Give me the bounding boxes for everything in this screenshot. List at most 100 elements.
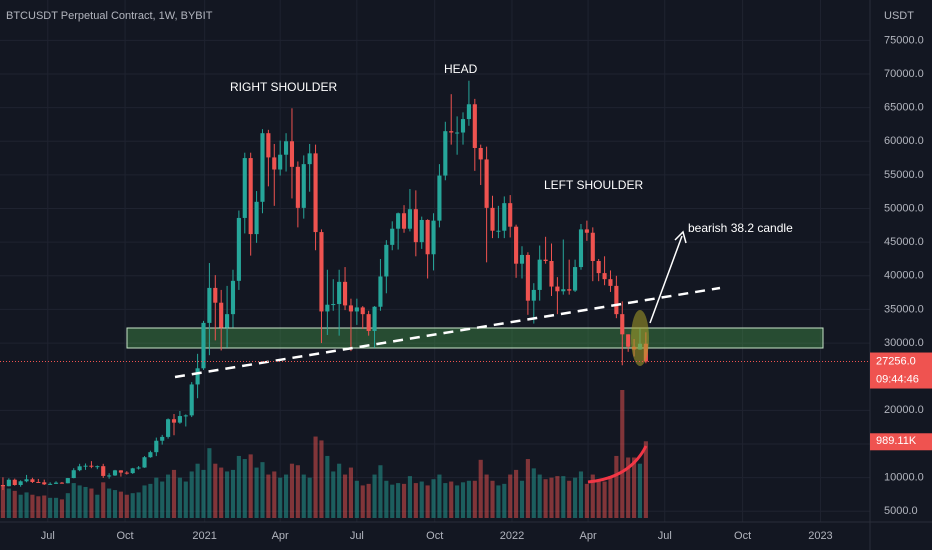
- volume-bar: [154, 477, 159, 518]
- annotation: bearish 38.2 candle: [688, 221, 793, 235]
- candle-body: [366, 314, 371, 331]
- candle-body: [608, 279, 613, 286]
- volume-bar: [502, 483, 507, 518]
- volume-bar: [260, 462, 265, 518]
- candle-body: [295, 166, 300, 208]
- candle-body: [307, 153, 312, 165]
- volume-bar: [101, 482, 106, 518]
- countdown: 09:44:46: [876, 373, 919, 385]
- candle-body: [525, 254, 530, 301]
- candle-body: [502, 203, 507, 231]
- arrow-head: [674, 230, 687, 244]
- volume-bar: [490, 480, 495, 518]
- volume-curve: [587, 445, 648, 484]
- volume-bar: [331, 471, 336, 518]
- arrow: [649, 235, 683, 324]
- candle-body: [460, 119, 466, 133]
- volume-bar: [578, 471, 584, 518]
- candle-body: [278, 154, 283, 170]
- volume-bar: [278, 477, 283, 518]
- candle-body: [496, 230, 501, 232]
- annotation: LEFT SHOULDER: [544, 178, 643, 192]
- candles: [0, 80, 648, 491]
- x-tick-label: Jul: [41, 530, 55, 542]
- volume-bar: [53, 497, 59, 518]
- volume-bar: [6, 488, 11, 518]
- volume-bar: [148, 483, 153, 518]
- volume-bar: [567, 480, 572, 518]
- annotation: RIGHT SHOULDER: [230, 80, 337, 94]
- volume-bar: [378, 465, 383, 518]
- volume-bar: [160, 481, 165, 518]
- y-tick-label: 60000.0: [884, 135, 924, 147]
- volume-bar: [614, 455, 619, 518]
- volume-bar: [107, 488, 112, 518]
- volume-bar: [325, 455, 330, 518]
- candle-body: [112, 470, 118, 476]
- volume-bar: [637, 463, 643, 518]
- x-tick-label: Oct: [426, 530, 443, 542]
- candle-body: [12, 479, 17, 486]
- candle-body: [437, 175, 442, 221]
- volume-bar: [289, 463, 295, 518]
- volume-bar: [384, 480, 389, 518]
- volume-bar: [460, 482, 466, 518]
- volume-bar: [207, 448, 212, 518]
- candle-body: [77, 466, 82, 471]
- candle-body: [6, 479, 11, 487]
- candle-body: [319, 232, 324, 312]
- highlight: [631, 310, 649, 366]
- volume-bar: [142, 485, 147, 518]
- volume-bar: [42, 495, 47, 518]
- volume-bar: [307, 477, 312, 518]
- candle-body: [425, 219, 430, 255]
- volume-label: 989.11K: [876, 435, 917, 447]
- candle-body: [95, 466, 100, 468]
- volume-bar: [248, 454, 253, 518]
- volume-bar: [254, 467, 259, 518]
- volume-bar: [496, 485, 501, 518]
- volume-bar: [201, 469, 206, 518]
- volume-bar: [596, 480, 601, 518]
- volume-bar: [59, 499, 64, 518]
- y-tick-label: 50000.0: [884, 202, 924, 214]
- price-label: 27256.0: [876, 355, 916, 367]
- y-axis-label: USDT: [884, 10, 914, 22]
- volume-bar: [171, 469, 177, 518]
- candle-body: [189, 384, 194, 416]
- volume-bar: [525, 459, 530, 518]
- candle-body: [472, 104, 477, 148]
- volume-bar: [242, 459, 247, 518]
- candle-body: [567, 289, 572, 291]
- volume-bar: [71, 483, 76, 518]
- candle-body: [284, 141, 289, 155]
- volume-bar: [390, 484, 395, 518]
- candle-body: [354, 307, 359, 312]
- candle-body: [390, 228, 395, 245]
- y-tick-label: 20000.0: [884, 404, 924, 416]
- x-tick-label: Jul: [350, 530, 364, 542]
- candle-body: [289, 141, 295, 167]
- candle-body: [561, 289, 566, 292]
- candle-body: [148, 452, 153, 458]
- candle-body: [384, 244, 389, 277]
- candle-body: [230, 280, 236, 315]
- candle-body: [337, 281, 342, 305]
- x-tick-label: Oct: [734, 530, 751, 542]
- candle-body: [537, 259, 542, 290]
- volume-bar: [537, 474, 542, 518]
- volume-bar: [112, 490, 118, 518]
- x-tick-label: 2021: [192, 530, 216, 542]
- candle-body: [171, 419, 177, 423]
- volume-label-box: [870, 433, 932, 451]
- candle-body: [272, 157, 277, 170]
- y-tick-label: 75000.0: [884, 34, 924, 46]
- volume-bar: [295, 465, 300, 518]
- volume-bar: [24, 492, 29, 518]
- candle-body: [101, 466, 106, 476]
- candle-body: [396, 213, 401, 229]
- volume-bar: [555, 476, 560, 518]
- candle-body: [348, 305, 354, 312]
- x-tick-label: Jul: [658, 530, 672, 542]
- candle-body: [549, 261, 554, 287]
